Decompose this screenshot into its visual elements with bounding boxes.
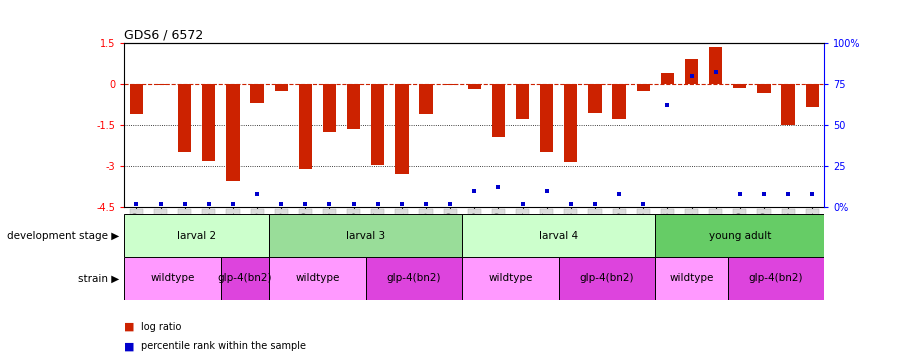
Bar: [347, 84, 360, 129]
Bar: [323, 84, 336, 132]
Bar: [251, 84, 263, 103]
Bar: [462, 214, 656, 257]
Bar: [130, 84, 143, 114]
Bar: [612, 84, 625, 120]
Text: larval 2: larval 2: [177, 231, 216, 241]
Bar: [419, 84, 433, 114]
Text: larval 3: larval 3: [346, 231, 385, 241]
Text: larval 4: larval 4: [539, 231, 578, 241]
Bar: [221, 257, 269, 300]
Bar: [636, 84, 650, 91]
Text: glp-4(bn2): glp-4(bn2): [217, 273, 273, 283]
Text: log ratio: log ratio: [141, 322, 181, 332]
Text: ■: ■: [124, 341, 134, 351]
Bar: [781, 84, 795, 125]
Bar: [492, 84, 505, 137]
Bar: [559, 257, 656, 300]
Text: glp-4(bn2): glp-4(bn2): [580, 273, 635, 283]
Bar: [468, 84, 481, 89]
Text: percentile rank within the sample: percentile rank within the sample: [141, 341, 306, 351]
Text: GDS6 / 6572: GDS6 / 6572: [124, 29, 204, 42]
Bar: [124, 214, 269, 257]
Bar: [733, 84, 746, 88]
Bar: [757, 84, 771, 94]
Bar: [269, 257, 366, 300]
Bar: [366, 257, 462, 300]
Bar: [154, 84, 168, 85]
Text: strain ▶: strain ▶: [78, 273, 120, 283]
Bar: [656, 257, 728, 300]
Text: young adult: young adult: [708, 231, 771, 241]
Text: glp-4(bn2): glp-4(bn2): [387, 273, 441, 283]
Bar: [516, 84, 530, 120]
Text: ■: ■: [124, 322, 134, 332]
Bar: [269, 214, 462, 257]
Bar: [298, 84, 312, 169]
Bar: [589, 84, 601, 113]
Text: wildtype: wildtype: [296, 273, 340, 283]
Bar: [274, 84, 288, 91]
Bar: [203, 84, 216, 161]
Bar: [656, 214, 824, 257]
Bar: [444, 84, 457, 85]
Bar: [660, 73, 674, 84]
Bar: [462, 257, 559, 300]
Bar: [565, 84, 577, 162]
Text: wildtype: wildtype: [488, 273, 532, 283]
Text: wildtype: wildtype: [670, 273, 714, 283]
Bar: [806, 84, 819, 107]
Bar: [728, 257, 824, 300]
Bar: [685, 59, 698, 84]
Bar: [709, 47, 722, 84]
Text: glp-4(bn2): glp-4(bn2): [749, 273, 803, 283]
Bar: [395, 84, 409, 174]
Text: wildtype: wildtype: [150, 273, 195, 283]
Bar: [124, 257, 221, 300]
Text: development stage ▶: development stage ▶: [7, 231, 120, 241]
Bar: [540, 84, 554, 152]
Bar: [227, 84, 239, 181]
Bar: [371, 84, 384, 165]
Bar: [178, 84, 192, 152]
